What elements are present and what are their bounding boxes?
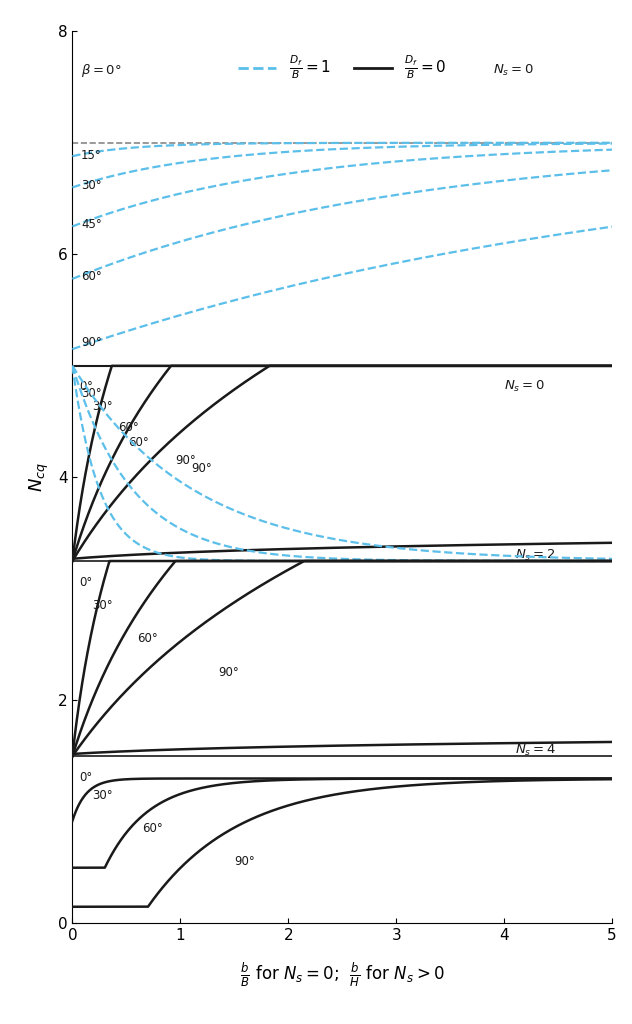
Text: 90°: 90°	[175, 454, 196, 467]
Text: 90°: 90°	[234, 855, 255, 868]
Text: $N_s = 0$: $N_s = 0$	[494, 62, 534, 78]
Text: 15°: 15°	[81, 148, 102, 162]
Text: $N_s = 0$: $N_s = 0$	[504, 379, 545, 394]
Text: 30°: 30°	[81, 179, 102, 193]
Y-axis label: $N_{cq}$: $N_{cq}$	[28, 463, 51, 493]
Text: 60°: 60°	[137, 633, 158, 645]
Text: 30°: 30°	[92, 400, 112, 414]
Text: 90°: 90°	[218, 666, 239, 679]
Text: $N_s = 2$: $N_s = 2$	[515, 548, 556, 563]
Text: 0°: 0°	[79, 575, 92, 589]
Text: 60°: 60°	[81, 270, 102, 283]
Text: 90°: 90°	[81, 336, 102, 349]
Text: 60°: 60°	[118, 421, 138, 433]
Text: $0°$: $0°$	[79, 380, 93, 393]
Text: 60°: 60°	[143, 822, 163, 835]
Text: 30°: 30°	[92, 788, 112, 802]
Text: 60°: 60°	[128, 436, 149, 450]
Legend: $\frac{D_f}{B} = 1$, $\frac{D_f}{B} = 0$: $\frac{D_f}{B} = 1$, $\frac{D_f}{B} = 0$	[232, 48, 453, 87]
X-axis label: $\frac{b}{B}$ for $N_s = 0$;  $\frac{b}{H}$ for $N_s > 0$: $\frac{b}{B}$ for $N_s = 0$; $\frac{b}{H…	[240, 961, 445, 988]
Text: $\beta = 0°$: $\beta = 0°$	[81, 61, 121, 79]
Text: 0°: 0°	[79, 771, 92, 783]
Text: 30°: 30°	[92, 599, 112, 612]
Text: 30°: 30°	[81, 387, 102, 400]
Text: 90°: 90°	[191, 462, 212, 475]
Text: $N_s = 4$: $N_s = 4$	[515, 743, 556, 758]
Text: 45°: 45°	[81, 217, 102, 230]
